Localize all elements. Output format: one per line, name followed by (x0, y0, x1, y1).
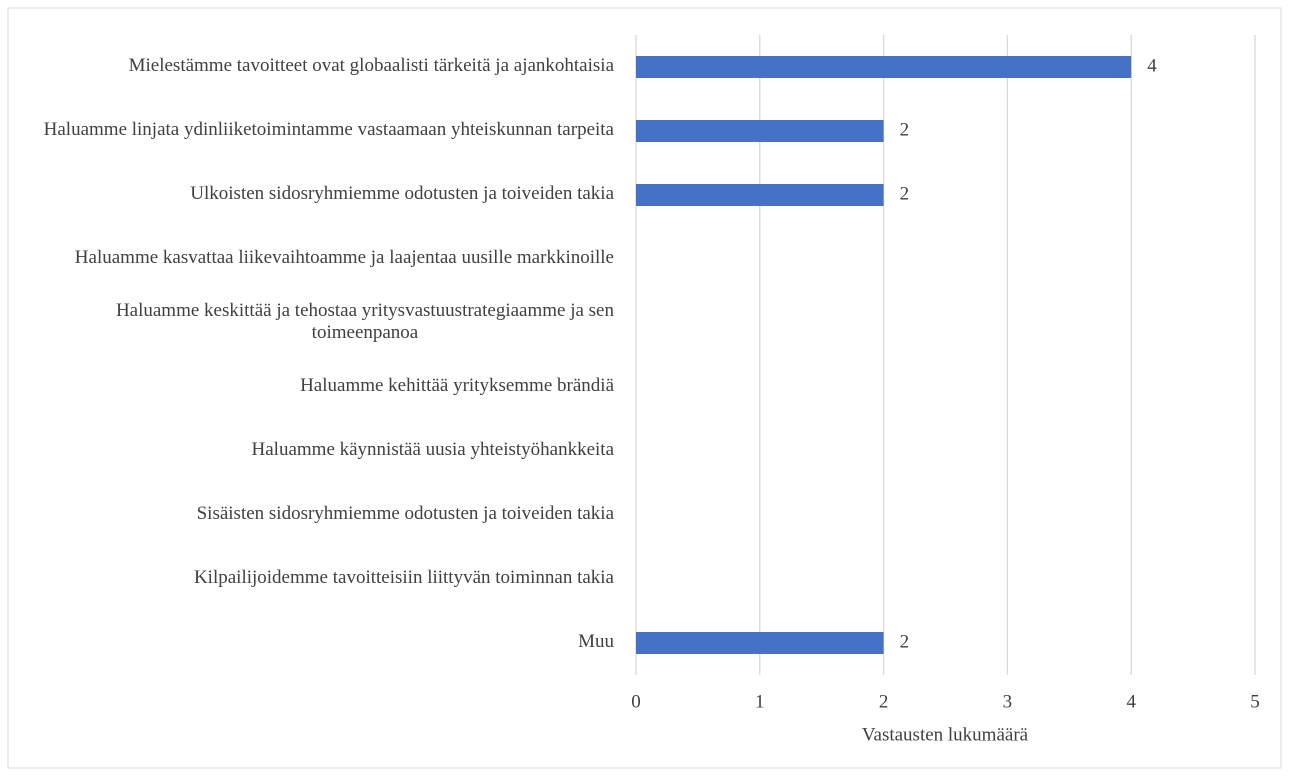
y-tick-label: Mielestämme tavoitteet ovat globaalisti … (129, 55, 615, 76)
x-tick-label: 2 (879, 691, 889, 712)
x-tick-label: 4 (1126, 691, 1136, 712)
x-axis-title: Vastausten lukumäärä (862, 724, 1029, 745)
data-label: 2 (900, 119, 910, 140)
data-label: 2 (900, 183, 910, 204)
x-tick-label: 3 (1003, 691, 1013, 712)
y-tick-label: Kilpailijoidemme tavoitteisiin liittyvän… (194, 567, 615, 588)
x-tick-label: 5 (1250, 691, 1260, 712)
x-tick-label: 0 (631, 691, 641, 712)
bar (636, 184, 884, 206)
y-tick-label: Haluamme kasvattaa liikevaihtoamme ja la… (75, 247, 614, 268)
x-tick-label: 1 (755, 691, 765, 712)
y-tick-label: Sisäisten sidosryhmiemme odotusten ja to… (197, 503, 615, 524)
y-tick-label: Haluamme keskittää ja tehostaa yritysvas… (116, 300, 615, 343)
bar (636, 56, 1132, 78)
bar (636, 120, 884, 142)
y-tick-label: Ulkoisten sidosryhmiemme odotusten ja to… (190, 183, 614, 204)
data-label: 4 (1147, 55, 1157, 76)
y-tick-label: Haluamme linjata ydinliiketoimintamme va… (44, 119, 615, 140)
bar (636, 632, 884, 654)
y-tick-label: Haluamme käynnistää uusia yhteistyöhankk… (252, 439, 615, 460)
y-tick-label: Haluamme kehittää yrityksemme brändiä (300, 375, 614, 396)
y-tick-label: Muu (578, 631, 614, 652)
data-label: 2 (900, 631, 910, 652)
